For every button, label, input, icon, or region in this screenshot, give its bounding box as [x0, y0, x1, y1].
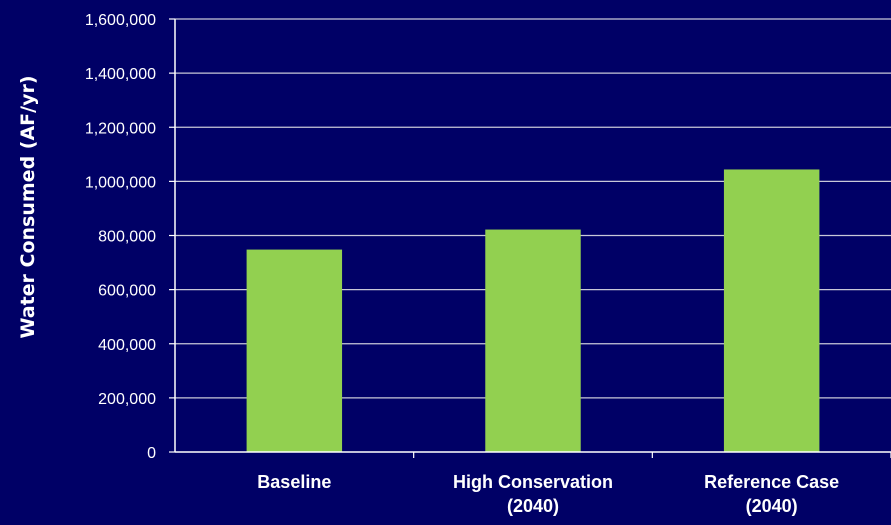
x-category-label-line: (2040)	[746, 496, 798, 516]
x-category-label: Baseline	[257, 472, 331, 492]
y-tick-label: 200,000	[98, 391, 156, 408]
y-tick-label: 400,000	[98, 337, 156, 354]
x-category-label: Reference Case (2040)	[704, 472, 839, 516]
y-tick-label: 600,000	[98, 283, 156, 300]
y-tick-label: 1,400,000	[85, 66, 156, 83]
x-category-label-line: High Conservation	[453, 472, 613, 492]
bar	[723, 169, 820, 452]
x-category-label-line: (2040)	[507, 496, 559, 516]
bars	[246, 169, 820, 452]
bar	[485, 229, 581, 452]
y-tick-label: 0	[147, 445, 156, 462]
x-category-label: High Conservation (2040)	[453, 472, 613, 516]
axes	[169, 18, 891, 458]
y-tick-label: 1,200,000	[85, 120, 156, 137]
y-axis-title: Water Consumed (AF/yr)	[17, 75, 39, 338]
x-category-label-line: Baseline	[257, 472, 331, 492]
bar	[246, 249, 343, 452]
x-category-label-line: Reference Case	[704, 472, 839, 492]
y-tick-label: 1,600,000	[85, 12, 156, 29]
y-tick-label: 1,000,000	[85, 174, 156, 191]
labels: 0 200,000 400,000 600,000 800,000 1,000,000 1,…	[85, 12, 839, 516]
y-tick-label: 800,000	[98, 229, 156, 246]
